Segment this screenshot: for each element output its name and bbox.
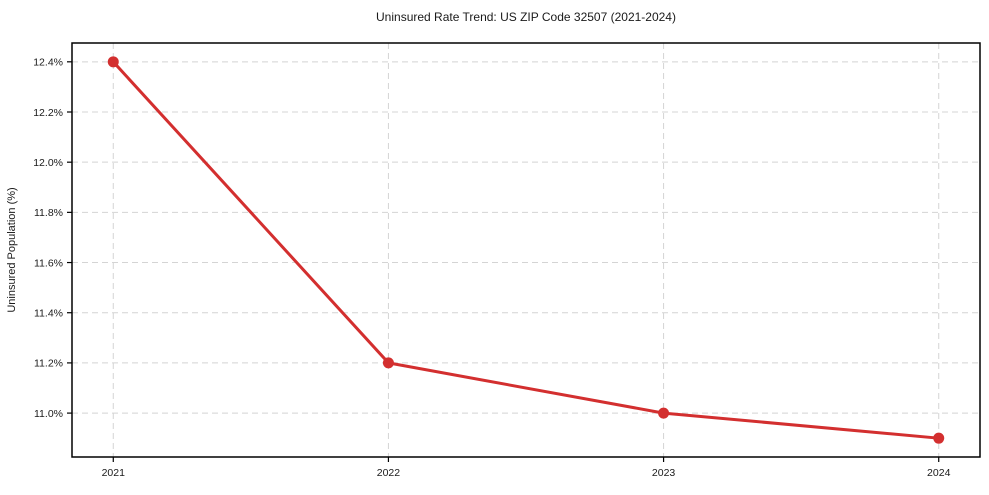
y-axis-label: Uninsured Population (%) [6,187,18,312]
plot-border [71,42,981,458]
y-tick-label: 11.2% [34,358,63,370]
x-tick-label: 2023 [652,467,676,479]
data-point [933,432,945,444]
y-tick-label: 12.4% [33,57,63,69]
trend-line [111,60,941,440]
data-point [382,357,394,369]
plot-area: 2021 2022 2023 2024 11.0% 11.2% 11.4% 11.6% 11.8… [33,42,981,479]
x-tick-label: 2022 [377,467,401,479]
x-tick-label: 2021 [102,467,126,479]
chart-title: Uninsured Rate Trend: US ZIP Code 32507 … [376,10,676,24]
data-point [107,56,119,68]
y-tick-label: 11.6% [34,257,63,269]
y-tick-label: 11.8% [34,207,63,219]
data-point [658,407,670,419]
y-tick-label: 12.2% [33,107,63,119]
y-tick-label: 12.0% [33,157,63,169]
y-tick-label: 11.0% [34,408,63,420]
x-tick-label: 2024 [927,467,951,479]
y-tick-label: 11.4% [34,308,63,320]
